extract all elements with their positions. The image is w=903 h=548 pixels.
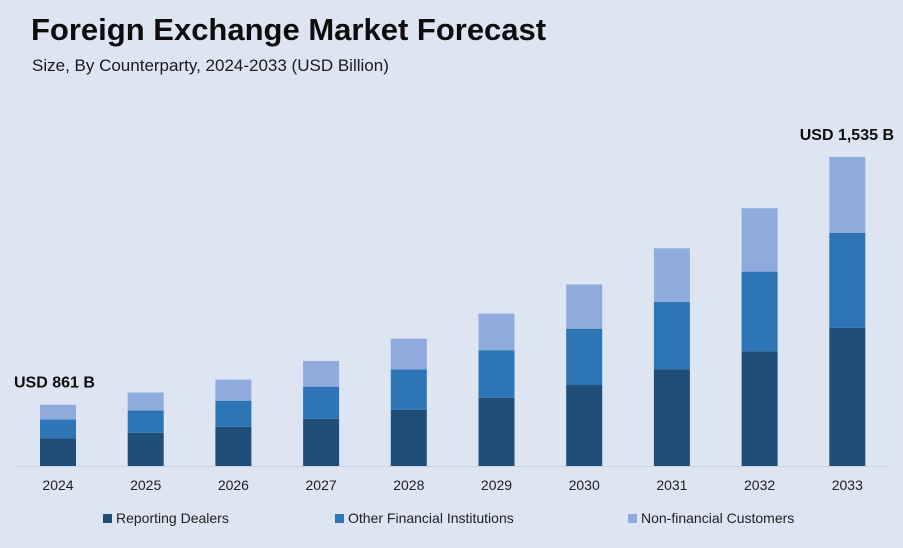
x-tick-label: 2026 [218,477,249,493]
legend-swatch [628,513,637,523]
legend-label: Other Financial Institutions [348,510,514,526]
bar-segment-2033-other-financial-institutions [829,232,866,328]
bar-segment-2028-reporting-dealers [390,409,427,466]
bar-segment-2031-reporting-dealers [653,369,690,466]
data-label-total: USD 861 B [14,375,95,392]
bar-segment-2028-non-financial-customers [390,338,427,370]
chart-subtitle: Size, By Counterparty, 2024-2033 (USD Bi… [32,56,389,75]
bar-segment-2027-reporting-dealers [303,418,340,466]
bar-segment-2032-reporting-dealers [741,351,778,466]
legend-swatch [103,513,112,523]
bar-segment-2029-non-financial-customers [478,313,515,351]
x-tick-label: 2033 [832,477,863,493]
bar-segment-2033-non-financial-customers [829,156,866,233]
bar-segment-2024-other-financial-institutions [40,419,76,439]
bar-segment-2025-other-financial-institutions [127,410,164,433]
bar-segment-2027-other-financial-institutions [303,386,340,419]
x-tick-label: 2024 [42,477,73,493]
bar-segment-2030-non-financial-customers [566,284,603,329]
chart-title: Foreign Exchange Market Forecast [31,12,547,47]
bar-segment-2031-other-financial-institutions [653,301,690,370]
data-label-total: USD 1,535 B [800,127,894,144]
legend-label: Reporting Dealers [116,510,229,526]
bar-segment-2030-reporting-dealers [566,385,603,466]
bar-segment-2032-other-financial-institutions [741,271,778,352]
legend-item-reporting-dealers: Reporting Dealers [103,510,229,526]
legend-label: Non-financial Customers [641,510,795,526]
x-tick-label: 2032 [744,477,775,493]
x-tick-label: 2027 [306,477,337,493]
x-tick-label: 2025 [130,477,161,493]
bar-segment-2027-non-financial-customers [303,360,340,387]
bar-segment-2030-other-financial-institutions [566,328,603,385]
x-tick-label: 2029 [481,477,512,493]
legend-item-non-financial-customers: Non-financial Customers [628,510,794,526]
bar-segment-2028-other-financial-institutions [390,369,427,410]
bar-segment-2024-reporting-dealers [40,438,76,466]
chart-legend: Reporting Dealers Other Financial Instit… [0,510,903,530]
x-tick-label: 2031 [656,477,687,493]
bar-segment-2029-other-financial-institutions [478,350,515,398]
bar-segment-2025-reporting-dealers [127,432,164,466]
bar-segment-2029-reporting-dealers [478,397,515,466]
bar-segment-2026-reporting-dealers [215,426,252,466]
bar-segment-2026-non-financial-customers [215,379,252,401]
x-tick-label: 2028 [393,477,424,493]
bar-segment-2032-non-financial-customers [741,208,778,272]
legend-item-other-financial-institutions: Other Financial Institutions [335,510,514,526]
bar-segment-2033-reporting-dealers [829,327,866,466]
bar-segment-2026-other-financial-institutions [215,400,252,427]
x-tick-label: 2030 [569,477,600,493]
bar-segment-2025-non-financial-customers [127,392,164,411]
bar-segment-2031-non-financial-customers [653,248,690,302]
legend-swatch [335,513,344,523]
bar-segment-2024-non-financial-customers [40,404,76,420]
